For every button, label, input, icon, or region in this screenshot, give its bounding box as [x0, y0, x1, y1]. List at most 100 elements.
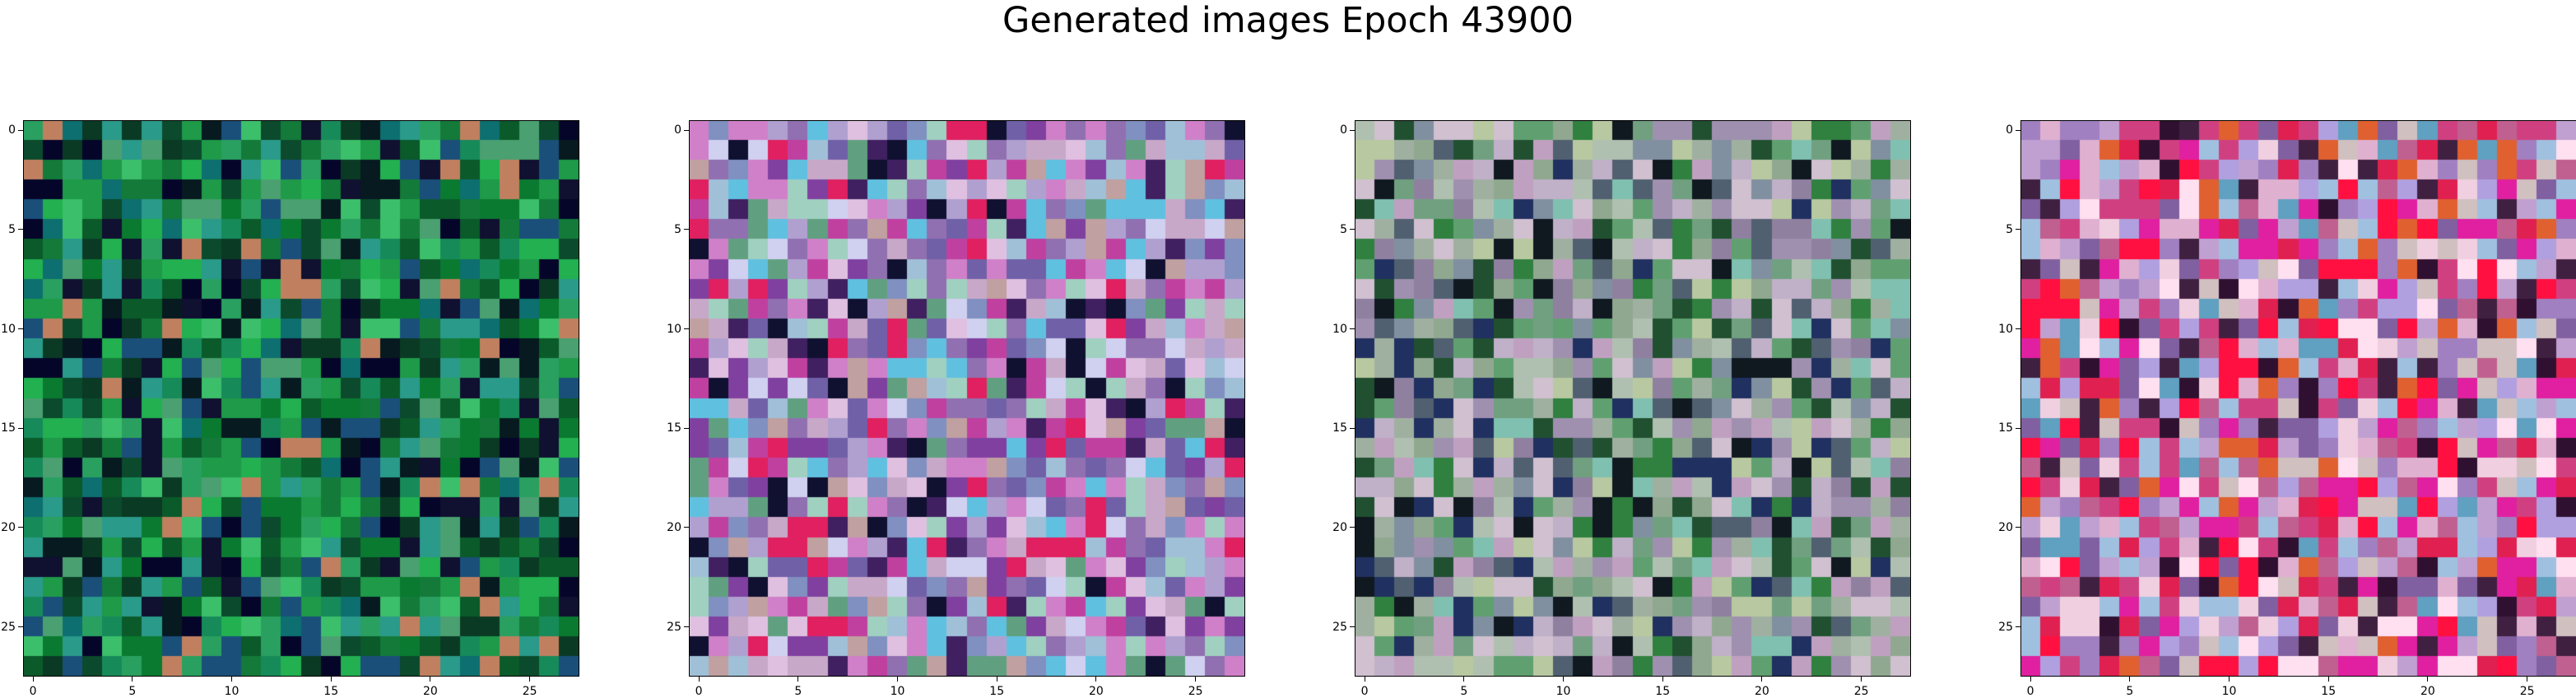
y-tick-label: 10 — [1998, 322, 2013, 336]
y-tick-label: 0 — [8, 123, 16, 137]
y-tick — [18, 129, 23, 131]
x-tick-label: 5 — [1460, 685, 1468, 698]
x-tick-label: 20 — [423, 685, 438, 698]
x-tick-label: 15 — [1655, 685, 1671, 698]
x-tick — [132, 677, 133, 682]
x-tick-label: 15 — [323, 685, 339, 698]
x-tick — [1662, 677, 1663, 682]
x-tick — [529, 677, 531, 682]
y-tick — [2016, 626, 2020, 628]
x-tick-label: 15 — [989, 685, 1005, 698]
x-tick-label: 5 — [794, 685, 802, 698]
generated-image-2: 0 0 5 5 10 10 15 15 20 20 25 25 — [667, 120, 1245, 698]
x-tick-label: 25 — [1853, 685, 1869, 698]
y-tick-label: 15 — [1, 421, 16, 435]
y-tick — [1350, 527, 1355, 528]
x-tick-label: 0 — [29, 685, 37, 698]
x-tick — [1861, 677, 1862, 682]
y-tick-label: 20 — [667, 520, 681, 534]
x-tick — [32, 677, 34, 682]
x-tick — [2129, 677, 2131, 682]
y-tick-label: 0 — [674, 123, 681, 137]
x-tick-label: 25 — [2519, 685, 2535, 698]
y-tick-label: 5 — [2006, 222, 2013, 236]
x-tick-label: 10 — [890, 685, 905, 698]
x-tick-label: 15 — [2321, 685, 2337, 698]
y-tick — [2016, 328, 2020, 329]
x-tick — [1563, 677, 1564, 682]
y-tick — [18, 626, 23, 628]
pixel-grid — [2020, 120, 2576, 677]
y-tick — [18, 229, 23, 230]
y-tick — [684, 328, 689, 329]
y-tick-label: 15 — [1332, 421, 1347, 435]
y-tick — [1350, 427, 1355, 429]
y-tick-label: 0 — [1340, 123, 1347, 137]
figure-title: Generated images Epoch 43900 — [1002, 0, 1574, 41]
x-tick — [1195, 677, 1197, 682]
x-tick-label: 20 — [1755, 685, 1769, 698]
pixel-grid — [1355, 120, 1911, 677]
y-tick-label: 5 — [674, 222, 681, 236]
y-tick-label: 15 — [1998, 421, 2013, 435]
x-tick-label: 5 — [2126, 685, 2134, 698]
y-tick-label: 20 — [1998, 520, 2013, 534]
y-tick-label: 20 — [1, 520, 16, 534]
x-tick — [698, 677, 700, 682]
y-tick-label: 25 — [1, 620, 16, 634]
y-tick-label: 10 — [1, 322, 16, 336]
y-tick — [684, 229, 689, 230]
generated-image-4: 0 0 5 5 10 10 15 15 20 20 25 25 — [1998, 120, 2576, 698]
x-tick-label: 20 — [2420, 685, 2435, 698]
y-tick — [1350, 229, 1355, 230]
x-tick — [797, 677, 799, 682]
pixel-grid — [689, 120, 1245, 677]
x-tick — [897, 677, 898, 682]
y-tick — [18, 527, 23, 528]
x-tick-label: 25 — [522, 685, 537, 698]
y-tick — [2016, 527, 2020, 528]
y-tick — [684, 129, 689, 131]
y-tick — [1350, 129, 1355, 131]
y-tick-label: 25 — [1998, 620, 2013, 634]
y-tick — [18, 328, 23, 329]
y-tick-label: 25 — [1332, 620, 1347, 634]
y-tick-label: 0 — [2006, 123, 2013, 137]
x-tick — [330, 677, 332, 682]
y-tick — [2016, 427, 2020, 429]
y-tick — [684, 527, 689, 528]
pixel-grid — [23, 120, 579, 677]
y-tick — [684, 427, 689, 429]
y-tick — [684, 626, 689, 628]
y-tick — [2016, 129, 2020, 131]
x-tick — [2030, 677, 2031, 682]
x-tick — [231, 677, 232, 682]
y-tick-label: 5 — [8, 222, 16, 236]
generated-image-1: 0 0 5 5 10 10 15 15 20 20 25 25 — [1, 120, 579, 698]
generated-image-3: 0 0 5 5 10 10 15 15 20 20 25 25 — [1332, 120, 1911, 698]
x-tick-label: 0 — [2026, 685, 2034, 698]
y-tick-label: 10 — [1332, 322, 1347, 336]
x-tick-label: 0 — [1360, 685, 1369, 698]
x-tick — [2327, 677, 2329, 682]
x-tick-label: 10 — [2221, 685, 2237, 698]
x-tick — [2229, 677, 2230, 682]
y-tick — [1350, 626, 1355, 628]
x-tick-label: 10 — [1555, 685, 1571, 698]
x-tick-label: 10 — [224, 685, 239, 698]
y-tick-label: 20 — [1332, 520, 1347, 534]
y-tick-label: 25 — [667, 620, 681, 634]
x-tick-label: 25 — [1188, 685, 1203, 698]
x-tick — [1761, 677, 1763, 682]
x-tick-label: 20 — [1089, 685, 1104, 698]
x-tick — [2427, 677, 2429, 682]
y-tick — [2016, 229, 2020, 230]
x-tick-label: 5 — [128, 685, 137, 698]
x-tick — [1463, 677, 1465, 682]
x-tick-label: 0 — [695, 685, 703, 698]
y-tick — [1350, 328, 1355, 329]
y-tick-label: 5 — [1340, 222, 1347, 236]
y-tick-label: 10 — [667, 322, 681, 336]
y-tick-label: 15 — [667, 421, 681, 435]
x-tick — [1095, 677, 1097, 682]
